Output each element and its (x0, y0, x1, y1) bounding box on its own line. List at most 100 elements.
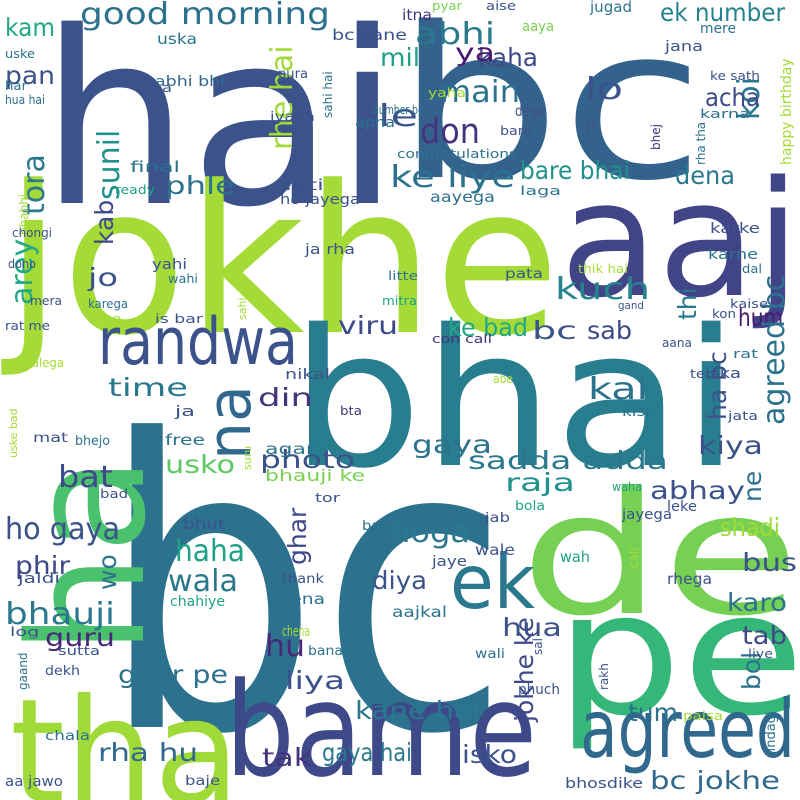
cloud-word: pan (5, 61, 56, 90)
cloud-word: bc (395, 0, 705, 227)
cloud-word: de (520, 456, 800, 654)
cloud-word: gaya hai (322, 738, 412, 767)
cloud-word: bame (225, 654, 538, 800)
cloud-word: ke sath (710, 69, 761, 83)
cloud-word: mat (33, 431, 68, 446)
cloud-word: abhi (415, 17, 496, 52)
cloud-word: chena (282, 624, 311, 640)
cloud-word: pura (278, 67, 309, 82)
cloud-word: chala (45, 729, 90, 744)
cloud-word: photo (260, 445, 355, 474)
cloud-word: ja (175, 404, 195, 420)
cloud-word: tere (690, 367, 721, 381)
cloud-word: kane hai (355, 696, 480, 725)
cloud-word: ready (115, 183, 155, 197)
cloud-word: leke (667, 499, 697, 515)
cloud-word: har (5, 79, 28, 93)
cloud-word: tha (10, 668, 241, 800)
cloud-word: phle (165, 171, 235, 200)
cloud-word: chongi (12, 226, 52, 240)
cloud-word: call (627, 547, 641, 568)
cloud-word: ho gaya (5, 512, 121, 547)
cloud-word: ek (450, 538, 536, 626)
cloud-word: sal (531, 638, 545, 655)
cloud-word: ke bad (448, 313, 529, 342)
cloud-word: pe (555, 556, 800, 754)
cloud-word: laga (520, 184, 562, 198)
cloud-word: diya (372, 566, 428, 595)
cloud-word: kiya (698, 431, 764, 460)
cloud-word: gand (618, 299, 644, 312)
cloud-word: guru (45, 623, 115, 652)
cloud-word: dena (675, 161, 735, 190)
cloud-word: aayega (430, 188, 495, 206)
cloud-word: usko (165, 450, 236, 479)
cloud-word: kisi (622, 404, 651, 420)
cloud-word: liye (748, 647, 774, 661)
cloud-word: dono (8, 257, 36, 271)
cloud-word: thik hai (578, 262, 629, 276)
cloud-word: rhe hai (265, 45, 300, 150)
cloud-word: ke liye (390, 160, 515, 195)
cloud-word: tab (742, 621, 788, 650)
cloud-word: ji (585, 119, 597, 134)
cloud-word: baje (185, 774, 221, 789)
cloud-word: liya (285, 666, 345, 695)
cloud-word: ja rha (305, 242, 356, 258)
cloud-word: chahiye (170, 594, 225, 610)
cloud-word: kuch (555, 272, 651, 307)
cloud-word: agar (265, 440, 315, 458)
cloud-word: rat (733, 347, 759, 361)
cloud-word: karega (88, 297, 129, 311)
cloud-word: hua hai (5, 93, 45, 107)
cloud-word: bhai (290, 289, 741, 510)
cloud-word: le (378, 99, 419, 134)
cloud-word: yaha (428, 86, 467, 100)
cloud-word: yahi (152, 257, 188, 273)
cloud-word: haha (175, 534, 246, 569)
cloud-word: litte (388, 269, 419, 283)
cloud-word: aaya (522, 19, 555, 35)
cloud-word: thi (673, 287, 702, 320)
cloud-word: jana (665, 39, 704, 55)
cloud-word: aajkal (392, 603, 448, 621)
cloud-word: bta (340, 404, 363, 418)
cloud-word: jyada (270, 110, 316, 125)
cloud-word: raja (505, 468, 575, 497)
cloud-word: apna (355, 115, 396, 131)
cloud-word: mere (700, 21, 736, 37)
cloud-word: mitra (382, 294, 417, 308)
cloud-word: viru (338, 311, 399, 340)
cloud-word: banglore (362, 519, 428, 534)
cloud-word: jo (88, 263, 119, 292)
cloud-word: aa jawo (5, 774, 63, 790)
cloud-word: abhi bhi (155, 74, 226, 90)
cloud-word: sutta (58, 644, 101, 658)
cloud-word: jaldi (18, 571, 61, 587)
cloud-word: wali (475, 647, 506, 662)
cloud-word: isko (462, 740, 518, 769)
cloud-word: mil (380, 43, 421, 72)
cloud-word: ho jayega (280, 192, 361, 208)
cloud-word: ghar (283, 507, 312, 565)
cloud-word: wale (475, 541, 516, 559)
cloud-word: ha bc (703, 351, 732, 420)
cloud-word: hua (502, 613, 562, 642)
cloud-word: rat me (5, 319, 50, 333)
cloud-word: aana (662, 336, 692, 350)
cloud-word: ek number (660, 0, 785, 27)
cloud-word: dal (742, 262, 763, 276)
cloud-word: bc kane (332, 26, 408, 44)
cloud-word: bhauji (5, 597, 115, 632)
cloud-word: hai (40, 0, 401, 260)
cloud-word: gaand (16, 652, 30, 690)
cloud-word: jab (485, 511, 511, 526)
cloud-word: bhejo (75, 434, 111, 449)
cloud-word: lena (285, 590, 326, 608)
cloud-word: hu (265, 629, 306, 664)
cloud-word: rakh (597, 663, 611, 690)
cloud-word: bus (742, 548, 797, 577)
cloud-word: con call (432, 332, 493, 346)
cloud-word: bc (100, 357, 510, 800)
cloud-word: good morning (80, 0, 330, 32)
